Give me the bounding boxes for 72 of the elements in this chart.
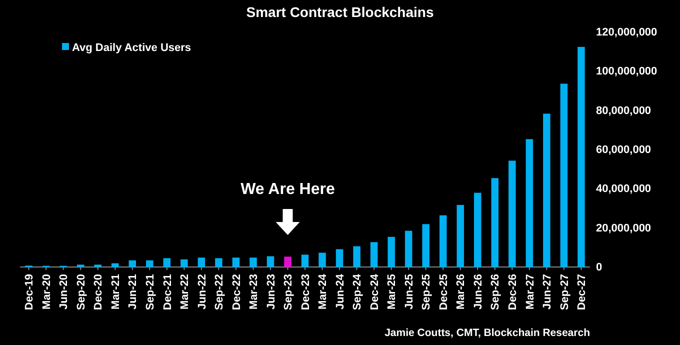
bar bbox=[198, 258, 206, 267]
x-tick-label: Jun-21 bbox=[127, 274, 140, 310]
y-tick-label: 40,000,000 bbox=[596, 183, 652, 196]
bar bbox=[180, 259, 188, 267]
x-tick-label: Dec-25 bbox=[438, 274, 450, 310]
x-tick-label: Mar-27 bbox=[524, 274, 536, 310]
x-tick-label: Jun-24 bbox=[334, 273, 346, 310]
bar bbox=[439, 215, 447, 267]
bar bbox=[404, 230, 412, 267]
bar bbox=[526, 139, 534, 267]
x-tick-label: Jun-20 bbox=[58, 274, 70, 310]
x-tick-label: Dec-22 bbox=[230, 274, 243, 310]
bar bbox=[508, 160, 516, 267]
x-tick-label: Mar-22 bbox=[179, 274, 192, 310]
x-tick-label: Mar-23 bbox=[248, 274, 260, 310]
bar bbox=[266, 256, 274, 267]
chart-title: Smart Contract Blockchains bbox=[246, 4, 434, 20]
y-tick-label: 0 bbox=[596, 262, 602, 274]
x-tick-label: Jun-23 bbox=[265, 274, 278, 310]
x-tick-label: Jun-22 bbox=[196, 274, 208, 310]
bar bbox=[353, 246, 360, 267]
x-tick-label: Jun-27 bbox=[542, 274, 554, 310]
x-tick-label: Dec-27 bbox=[576, 274, 588, 310]
x-tick-label: Dec-21 bbox=[162, 274, 174, 310]
x-tick-label: Sep-24 bbox=[352, 273, 364, 310]
x-tick-label: Sep-21 bbox=[144, 274, 156, 310]
x-tick-label: Sep-22 bbox=[214, 274, 226, 310]
bar bbox=[232, 258, 240, 267]
x-tick-label: Dec-23 bbox=[300, 274, 312, 310]
text: Jamie Coutts, CMT, Blockchain Research bbox=[384, 327, 590, 339]
x-tick-label: Dec-24 bbox=[368, 273, 381, 310]
bar bbox=[456, 204, 464, 267]
x-tick-label: Mar-26 bbox=[455, 274, 468, 310]
x-tick-label: Jun-25 bbox=[403, 274, 416, 310]
x-tick-label: Sep-25 bbox=[420, 274, 433, 310]
bar bbox=[128, 260, 136, 267]
y-tick-label: 80,000,000 bbox=[596, 104, 652, 117]
bar bbox=[336, 249, 344, 267]
bar bbox=[388, 236, 395, 267]
y-tick-label: 60,000,000 bbox=[596, 144, 652, 156]
x-tick-label: Jun-26 bbox=[472, 274, 484, 310]
bar bbox=[422, 224, 430, 267]
x-tick-label: Sep-26 bbox=[490, 274, 502, 310]
bar bbox=[318, 252, 326, 267]
annotation: We Are Here bbox=[240, 181, 335, 198]
bar bbox=[163, 258, 171, 267]
x-tick-label: Dec-19 bbox=[24, 274, 36, 310]
y-tick-label: 100,000,000 bbox=[596, 66, 658, 78]
bar bbox=[215, 258, 222, 267]
x-tick-label: Mar-25 bbox=[386, 274, 398, 310]
bar bbox=[543, 114, 550, 267]
bar bbox=[370, 242, 378, 267]
bar bbox=[284, 256, 292, 267]
y-tick-label: 120,000,000 bbox=[596, 26, 658, 39]
x-tick-label: Sep-20 bbox=[75, 274, 88, 310]
bar bbox=[578, 46, 585, 267]
x-tick-label: Dec-26 bbox=[506, 274, 519, 310]
bar bbox=[250, 258, 257, 267]
bar bbox=[146, 260, 154, 267]
bar bbox=[560, 84, 568, 267]
x-tick-label: Mar-20 bbox=[40, 274, 53, 310]
bar bbox=[474, 192, 482, 267]
y-tick-label: 20,000,000 bbox=[596, 222, 652, 234]
bar bbox=[301, 254, 309, 267]
x-tick-label: Mar-24 bbox=[317, 273, 330, 310]
bar bbox=[111, 263, 119, 267]
legend-label: Avg Daily Active Users bbox=[72, 42, 192, 54]
x-tick-label: Dec-20 bbox=[92, 274, 105, 310]
x-tick-label: Sep-23 bbox=[282, 274, 295, 310]
bar bbox=[491, 178, 499, 267]
x-tick-label: Sep-27 bbox=[558, 274, 571, 310]
x-tick-label: Mar-21 bbox=[110, 274, 122, 310]
